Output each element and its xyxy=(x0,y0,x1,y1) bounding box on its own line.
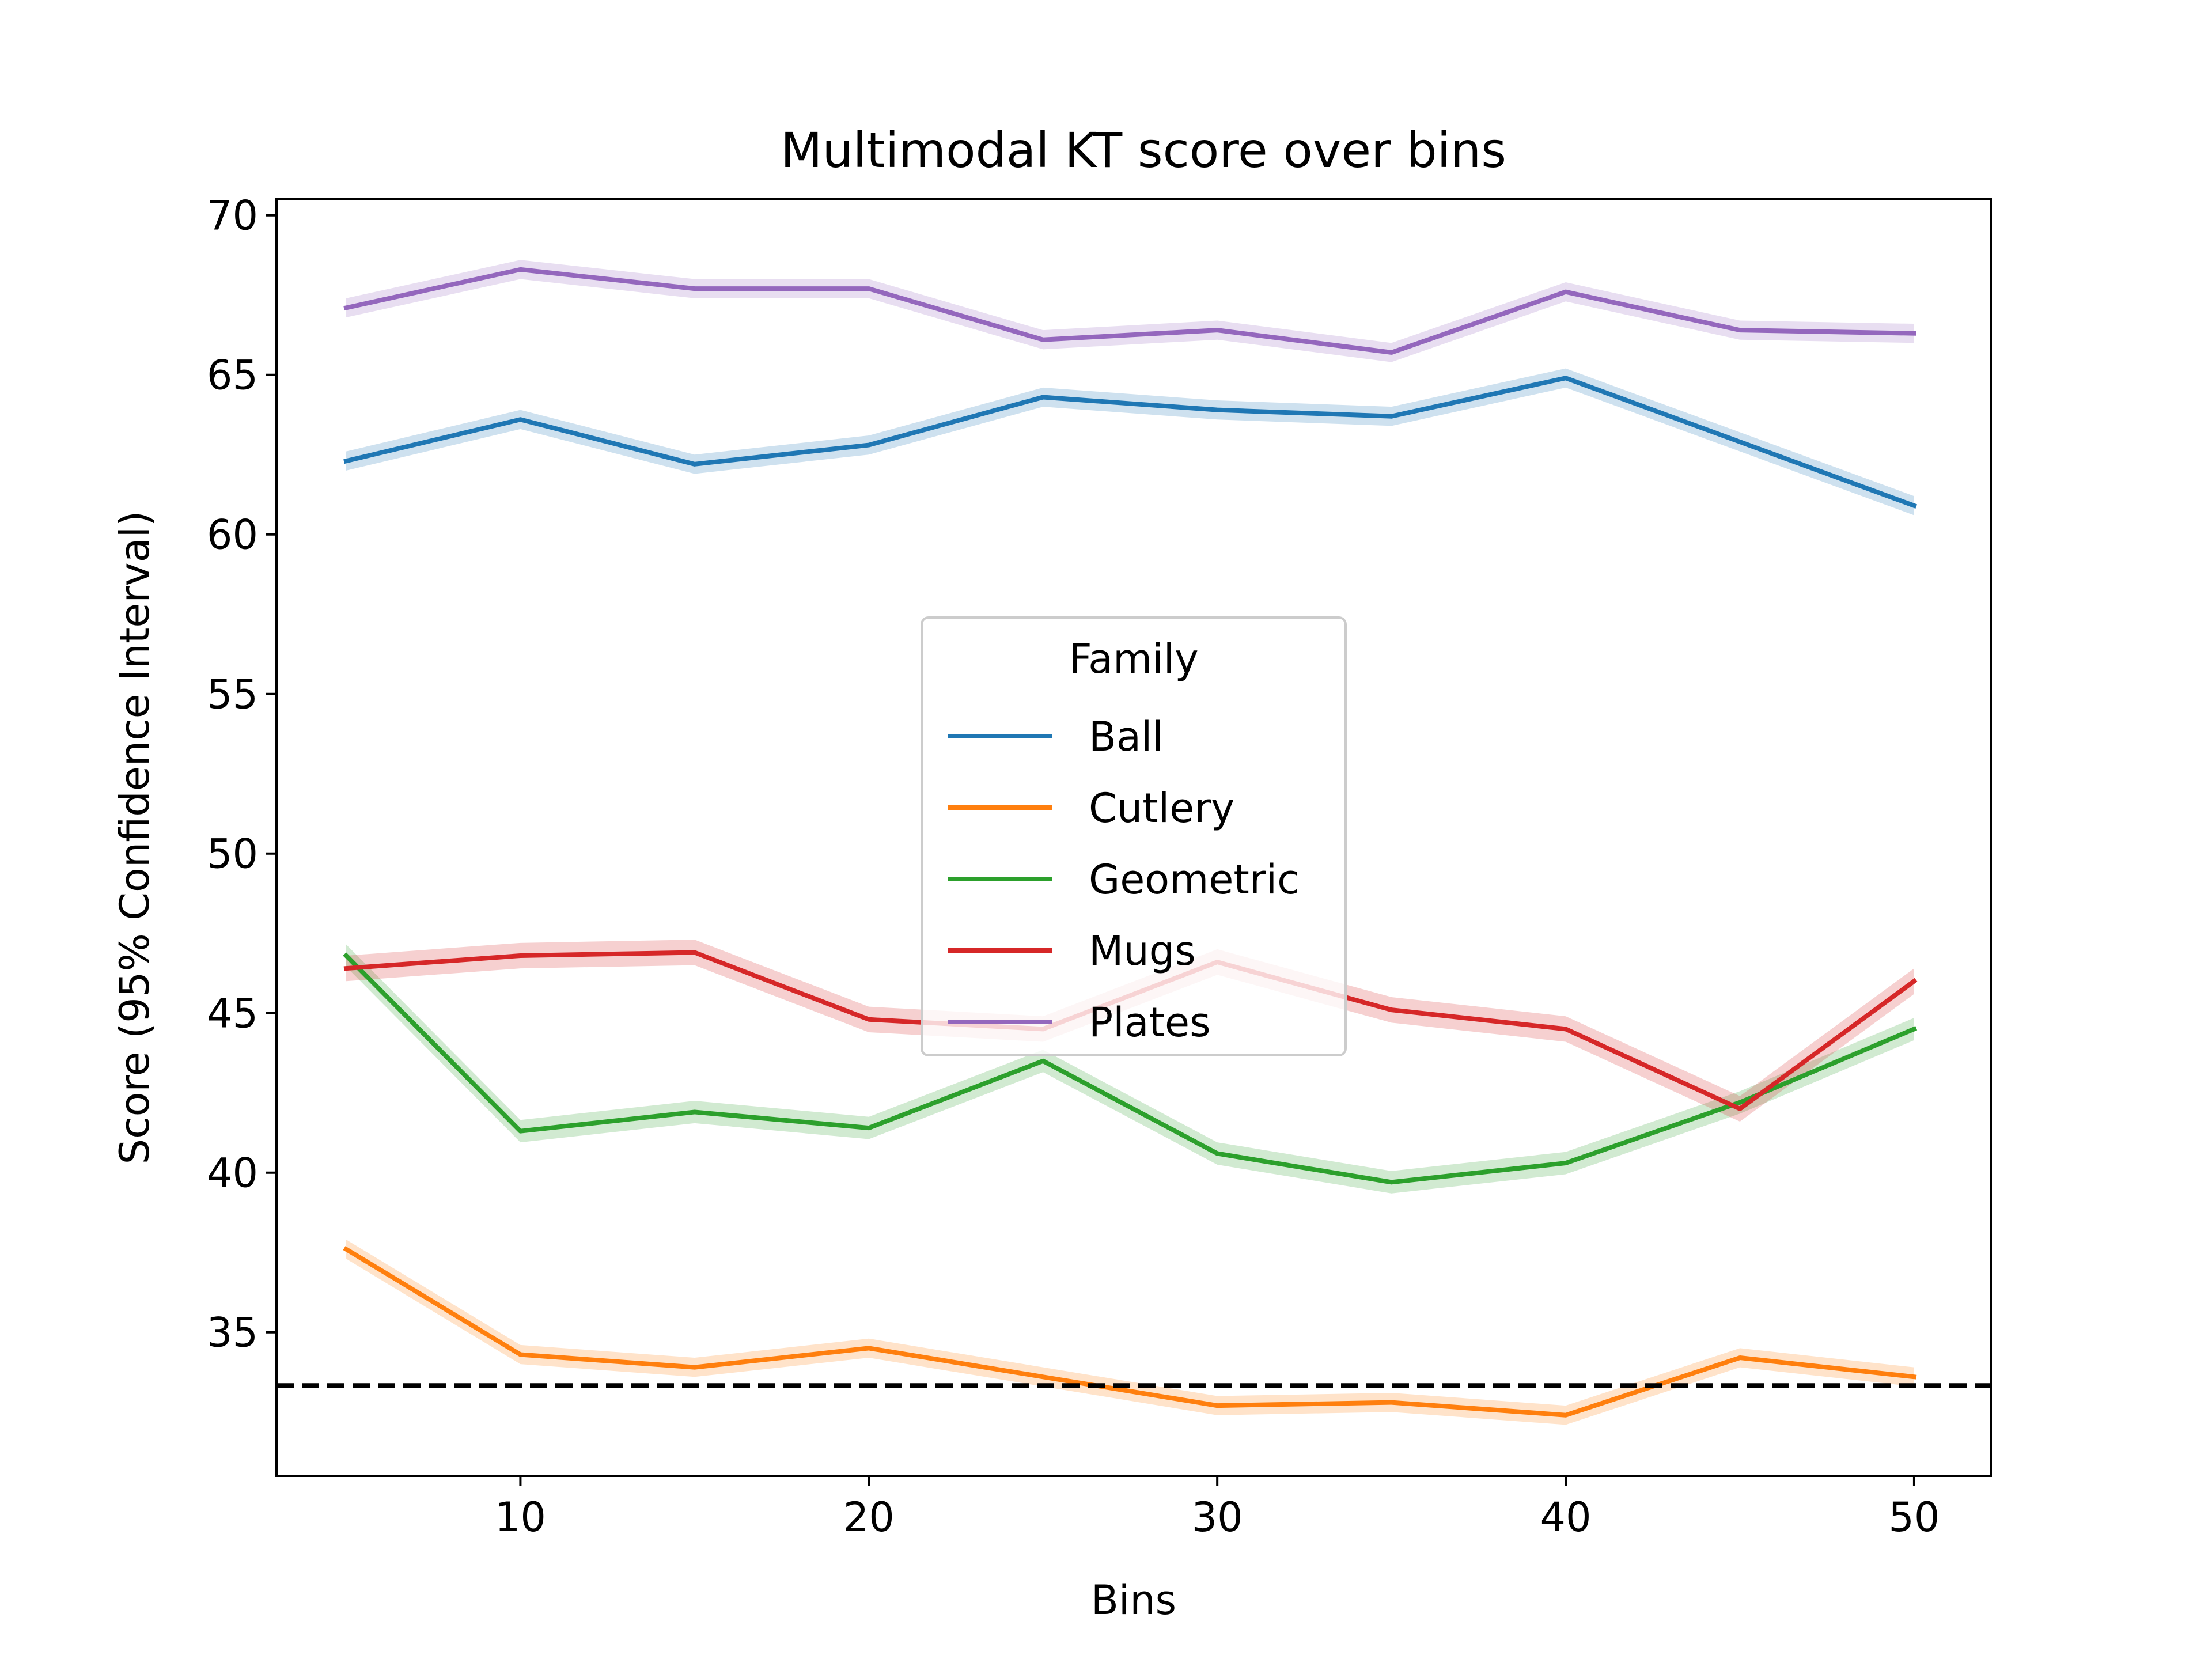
y-tick-label: 45 xyxy=(207,990,258,1037)
series-line-geometric xyxy=(343,952,1918,1185)
legend-label-plates: Plates xyxy=(1089,999,1211,1046)
x-tick-label: 20 xyxy=(843,1494,895,1541)
x-tick-label: 50 xyxy=(1888,1494,1940,1541)
x-axis-title: Bins xyxy=(1091,1577,1176,1624)
plot-frame xyxy=(275,198,1992,1477)
legend-label-mugs: Mugs xyxy=(1089,927,1196,975)
legend-label-geometric: Geometric xyxy=(1089,856,1300,903)
y-tick-label: 50 xyxy=(207,831,258,878)
ci-band-ball xyxy=(346,368,1914,516)
x-tick-label: 10 xyxy=(495,1494,546,1541)
plot-area xyxy=(276,260,1991,1425)
x-axis: 10 20 30 40 50 xyxy=(495,1476,1940,1541)
y-axis: 35 40 45 50 55 60 65 70 xyxy=(207,192,276,1357)
x-tick-label: 40 xyxy=(1540,1494,1592,1541)
chart-title: Multimodal KT score over bins xyxy=(781,122,1506,179)
ci-band-plates xyxy=(346,260,1914,362)
y-axis-title: Score (95% Confidence Interval) xyxy=(111,511,158,1165)
series-line-plates xyxy=(343,267,1916,355)
y-tick-label: 55 xyxy=(207,671,258,718)
y-tick-label: 40 xyxy=(207,1150,258,1197)
legend-items: Ball Cutlery Geometric Mugs Plates xyxy=(948,713,1300,1046)
legend-box xyxy=(921,616,1347,1056)
legend: Family Ball Cutlery Geometric Mugs Plates xyxy=(921,616,1347,1056)
legend-title: Family xyxy=(1069,635,1198,683)
legend-label-ball: Ball xyxy=(1089,713,1164,760)
y-tick-label: 35 xyxy=(207,1309,258,1357)
x-tick-label: 30 xyxy=(1192,1494,1243,1541)
y-tick-label: 65 xyxy=(207,352,258,399)
y-tick-label: 60 xyxy=(207,512,258,559)
y-tick-label: 70 xyxy=(207,192,258,240)
legend-label-cutlery: Cutlery xyxy=(1089,785,1234,832)
series-line-ball xyxy=(343,376,1918,509)
